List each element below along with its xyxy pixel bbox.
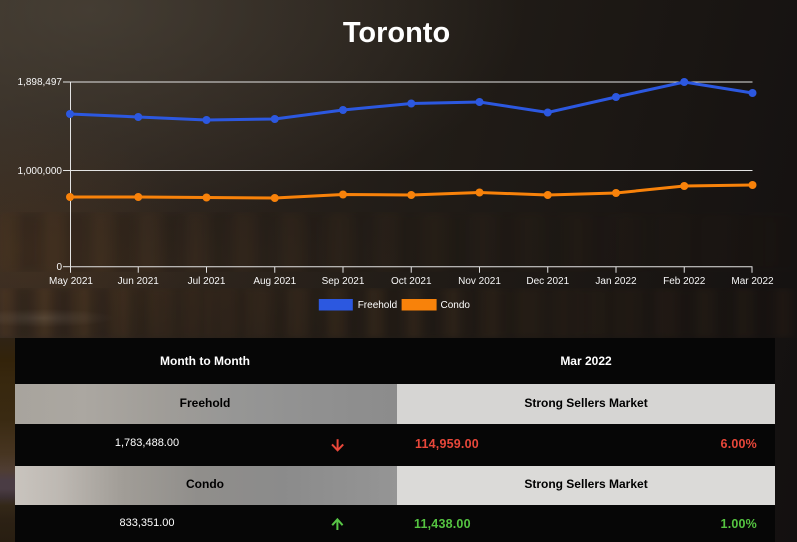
svg-text:Jan 2022: Jan 2022 xyxy=(595,276,637,287)
svg-text:May 2021: May 2021 xyxy=(49,276,93,287)
svg-text:Nov 2021: Nov 2021 xyxy=(458,276,501,287)
svg-text:Sep 2021: Sep 2021 xyxy=(322,276,365,287)
svg-text:Jul 2021: Jul 2021 xyxy=(188,276,226,287)
svg-text:0: 0 xyxy=(56,262,62,273)
svg-text:1,898,497: 1,898,497 xyxy=(18,77,63,88)
svg-text:Dec 2021: Dec 2021 xyxy=(526,276,569,287)
svg-text:Condo: Condo xyxy=(441,300,471,311)
svg-text:1,000,000: 1,000,000 xyxy=(18,166,63,177)
svg-text:Jun 2021: Jun 2021 xyxy=(118,276,160,287)
svg-text:Oct 2021: Oct 2021 xyxy=(391,276,432,287)
svg-text:Mar 2022: Mar 2022 xyxy=(731,276,774,287)
svg-text:Feb 2022: Feb 2022 xyxy=(663,276,706,287)
svg-text:Aug 2021: Aug 2021 xyxy=(253,276,296,287)
svg-text:Freehold: Freehold xyxy=(358,300,397,311)
